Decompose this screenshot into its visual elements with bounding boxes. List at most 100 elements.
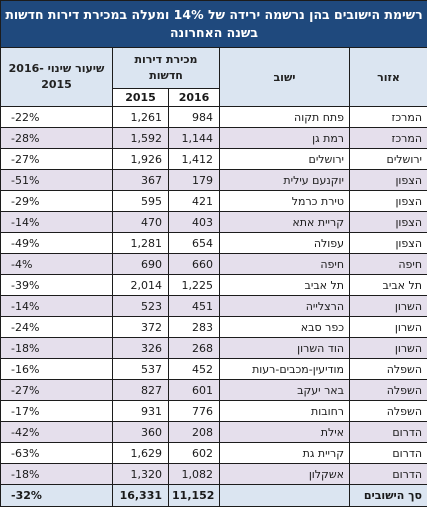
sales-2016-cell: 984 (168, 106, 221, 128)
change-cell: -17% (0, 400, 114, 422)
town-cell: רחובות (219, 400, 351, 422)
table-row: השרון כפר סבא 283 372 -24% (0, 316, 427, 338)
sales-2015-cell: 1,592 (112, 127, 170, 149)
header-change: שיעור שינוי 2016-2015 (0, 47, 114, 107)
table-row: המרכז פתח תקוה 984 1,261 -22% (0, 106, 427, 128)
town-cell: קריית אתא (219, 211, 351, 233)
table-row: הצפון קריית אתא 403 470 -14% (0, 211, 427, 233)
sales-2015-cell: 827 (112, 379, 170, 401)
change-cell: -51% (0, 169, 114, 191)
region-cell: השפלה (349, 400, 427, 422)
sales-2015-cell: 931 (112, 400, 170, 422)
header-sales: מכירת דירות חדשות (112, 47, 221, 89)
town-cell: אילת (219, 421, 351, 443)
region-cell: הדרום (349, 442, 427, 464)
sales-2015-cell: 326 (112, 337, 170, 359)
table-row: הדרום אשקלון 1,082 1,320 -18% (0, 463, 427, 485)
sales-2015-cell: 523 (112, 295, 170, 317)
table-row: הדרום קריית גת 602 1,629 -63% (0, 442, 427, 464)
change-cell: -27% (0, 379, 114, 401)
region-cell: השרון (349, 295, 427, 317)
region-cell: המרכז (349, 106, 427, 128)
total-row: סך הישובים 11,152 16,331 -32% (0, 484, 427, 507)
change-cell: -42% (0, 421, 114, 443)
total-town-cell (219, 484, 351, 507)
sales-2016-cell: 602 (168, 442, 221, 464)
table-row: הצפון יוקנעם עילית 179 367 -51% (0, 169, 427, 191)
change-cell: -39% (0, 274, 114, 296)
town-cell: עפולה (219, 232, 351, 254)
table-row: השפלה רחובות 776 931 -17% (0, 400, 427, 422)
town-cell: רמת גן (219, 127, 351, 149)
sales-2015-cell: 1,261 (112, 106, 170, 128)
sales-2015-cell: 1,320 (112, 463, 170, 485)
change-cell: -63% (0, 442, 114, 464)
year-row: 2016 2015 (1, 88, 427, 107)
change-cell: -18% (0, 463, 114, 485)
sales-2016-cell: 179 (168, 169, 221, 191)
change-cell: -28% (0, 127, 114, 149)
town-cell: טירת כרמל (219, 190, 351, 212)
change-cell: -49% (0, 232, 114, 254)
change-cell: -24% (0, 316, 114, 338)
region-cell: השרון (349, 337, 427, 359)
change-cell: -27% (0, 148, 114, 170)
table-row: הדרום אילת 208 360 -42% (0, 421, 427, 443)
table-row: תל אביב תל אביב 1,225 2,014 -39% (0, 274, 427, 296)
region-cell: המרכז (349, 127, 427, 149)
sales-2015-cell: 2,014 (112, 274, 170, 296)
total-2016: 11,152 (168, 484, 221, 507)
table-row: ירושלים ירושלים 1,412 1,926 -27% (0, 148, 427, 170)
change-cell: -14% (0, 211, 114, 233)
table-row: השפלה באר יעקב 601 827 -27% (0, 379, 427, 401)
table-row: השרון הוד השרון 268 326 -18% (0, 337, 427, 359)
town-cell: מודיעין-מכבים-רעות (219, 358, 351, 380)
town-cell: באר יעקב (219, 379, 351, 401)
change-cell: -29% (0, 190, 114, 212)
header-row: אזור ישוב מכירת דירות חדשות שיעור שינוי … (0, 47, 427, 107)
sales-2016-cell: 654 (168, 232, 221, 254)
sales-2016-cell: 208 (168, 421, 221, 443)
change-cell: -4% (0, 253, 114, 275)
sales-2015-cell: 690 (112, 253, 170, 275)
town-cell: ירושלים (219, 148, 351, 170)
region-cell: ירושלים (349, 148, 427, 170)
sales-2015-cell: 360 (112, 421, 170, 443)
region-cell: השפלה (349, 358, 427, 380)
sales-2016-cell: 283 (168, 316, 221, 338)
sales-2016-cell: 1,082 (168, 463, 221, 485)
sales-2016-cell: 421 (168, 190, 221, 212)
sales-2015-cell: 1,629 (112, 442, 170, 464)
table-row: חיפה חיפה 660 690 -4% (0, 253, 427, 275)
sales-2015-cell: 367 (112, 169, 170, 191)
sales-2015-cell: 1,281 (112, 232, 170, 254)
sales-2016-cell: 1,225 (168, 274, 221, 296)
town-cell: חיפה (219, 253, 351, 275)
sales-2015-cell: 470 (112, 211, 170, 233)
town-cell: יוקנעם עילית (219, 169, 351, 191)
town-cell: פתח תקוה (219, 106, 351, 128)
region-cell: הדרום (349, 421, 427, 443)
total-change: -32% (0, 484, 114, 507)
sales-2016-cell: 776 (168, 400, 221, 422)
header-region: אזור (349, 47, 427, 107)
title-row: רשימת הישובים בהן נרשמה ירידה של 14% ומע… (0, 0, 427, 48)
region-cell: הצפון (349, 190, 427, 212)
town-cell: קריית גת (219, 442, 351, 464)
table-row: השפלה מודיעין-מכבים-רעות 452 537 -16% (0, 358, 427, 380)
change-cell: -18% (0, 337, 114, 359)
table-title: רשימת הישובים בהן נרשמה ירידה של 14% ומע… (0, 0, 427, 48)
sales-2016-cell: 268 (168, 337, 221, 359)
total-label: סך הישובים (349, 484, 427, 507)
total-2015: 16,331 (112, 484, 170, 507)
region-cell: הצפון (349, 232, 427, 254)
table-row: הצפון עפולה 654 1,281 -49% (0, 232, 427, 254)
sales-2016-cell: 601 (168, 379, 221, 401)
town-cell: כפר סבא (219, 316, 351, 338)
header-year-2016: 2016 (168, 88, 221, 107)
region-cell: חיפה (349, 253, 427, 275)
sales-2016-cell: 403 (168, 211, 221, 233)
sales-2015-cell: 372 (112, 316, 170, 338)
